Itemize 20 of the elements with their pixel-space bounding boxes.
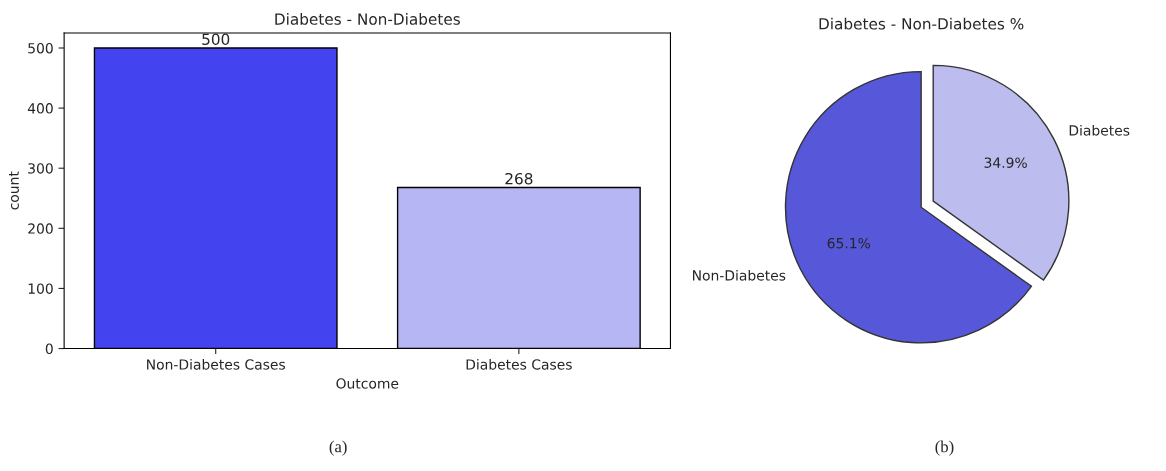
slice-label: Diabetes	[1069, 124, 1130, 136]
x-axis-title: Outcome	[336, 378, 399, 389]
y-tick-label: 500	[28, 42, 53, 54]
slice-label: Non-Diabetes	[693, 269, 786, 281]
data-label: 268	[505, 172, 533, 185]
y-tick-label: 400	[27, 103, 53, 114]
y-axis-title: count	[9, 171, 19, 210]
x-tick-label: Non-Diabetes Cases	[147, 358, 286, 370]
chart-title: Diabetes - Non-Diabetes %	[819, 17, 1024, 30]
y-tick-label: 300	[28, 163, 53, 174]
y-tick-label: 0	[45, 343, 53, 355]
y-tick-label: 200	[28, 223, 53, 234]
chart-title: Diabetes - Non-Diabetes	[275, 13, 460, 25]
data-label: 34.9%	[984, 157, 1027, 168]
text: (a)	[329, 440, 347, 456]
y-tick-label: 100	[28, 283, 53, 294]
data-label: 500	[202, 33, 230, 46]
text: (b)	[935, 440, 954, 456]
x-tick-label: Diabetes Cases	[466, 358, 572, 370]
data-label: 65.1%	[827, 237, 871, 249]
